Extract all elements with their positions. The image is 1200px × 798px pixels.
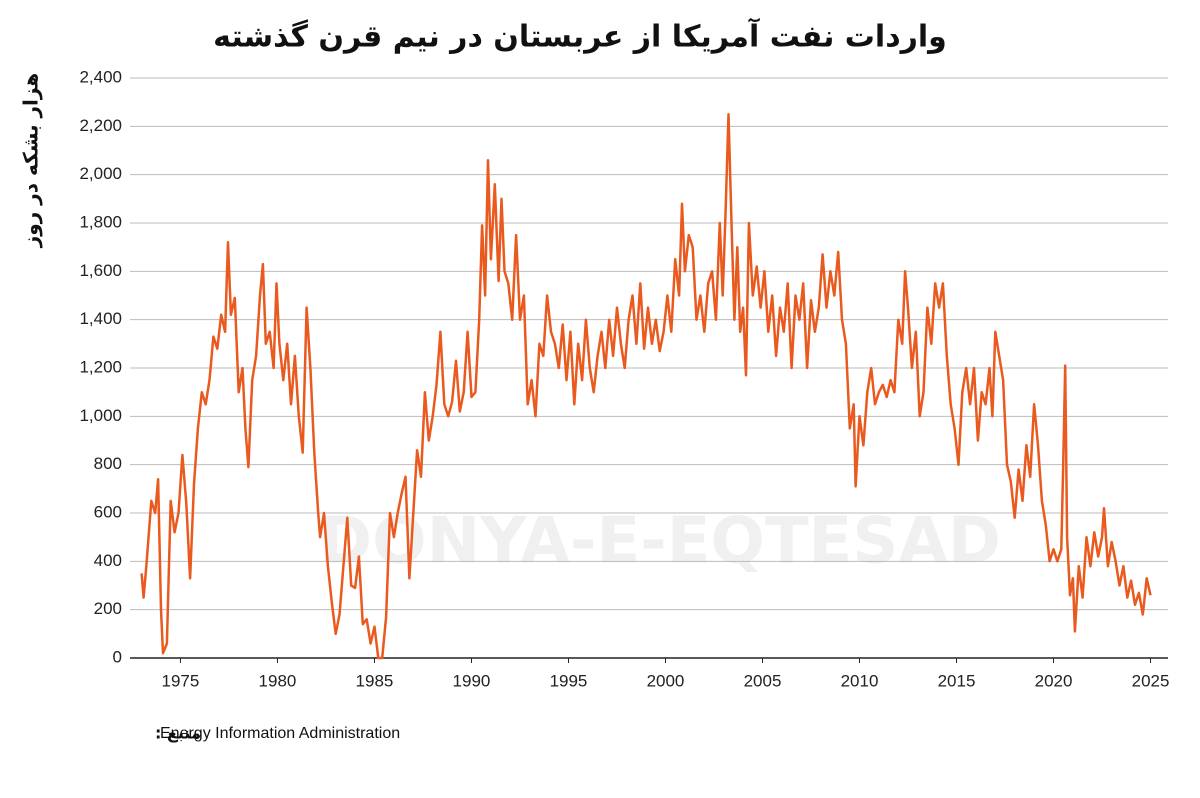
source: Energy Information Administration: [160, 725, 400, 742]
x-tick-label: 2020: [1035, 671, 1073, 690]
x-tick-label: 1980: [259, 671, 297, 690]
y-tick-label: 400: [94, 551, 122, 570]
y-tick-label: 0: [113, 647, 122, 666]
x-tick-label: 1995: [550, 671, 588, 690]
data-line: [140, 113, 1152, 660]
y-tick-label: 800: [94, 454, 122, 473]
x-tick-label: 2005: [744, 671, 782, 690]
y-tick-label: 2,200: [79, 116, 122, 135]
y-tick-label: 1,800: [79, 212, 122, 231]
x-tick-label: 2025: [1132, 671, 1170, 690]
source-label: منبع :: [155, 724, 201, 743]
y-axis-label: هزار بشکه در روز: [19, 73, 43, 248]
x-tick-label: 2000: [647, 671, 685, 690]
x-tick-label: 2010: [841, 671, 879, 690]
y-tick-label: 1,400: [79, 309, 122, 328]
y-tick-label: 2,000: [79, 164, 122, 183]
y-tick-label: 600: [94, 502, 122, 521]
x-tick-label: 1975: [162, 671, 200, 690]
x-tick-label: 2015: [938, 671, 976, 690]
y-tick-label: 1,600: [79, 261, 122, 280]
y-tick-label: 1,200: [79, 357, 122, 376]
x-tick-label: 1990: [453, 671, 491, 690]
x-tick-label: 1985: [356, 671, 394, 690]
y-tick-label: 200: [94, 599, 122, 618]
y-tick-label: 2,400: [79, 67, 122, 86]
y-tick-label: 1,000: [79, 406, 122, 425]
watermark: DONYA-E-EQTESAD: [319, 505, 1001, 579]
chart-title: واردات نفت آمریکا از عربستان در نیم قرن …: [213, 18, 947, 55]
